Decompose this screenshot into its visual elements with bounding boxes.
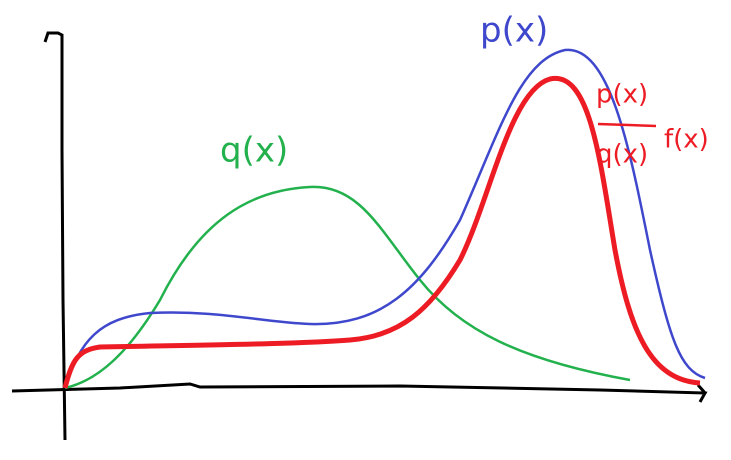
ratio-numerator: p(x) bbox=[596, 80, 648, 110]
p-curve bbox=[63, 48, 706, 389]
weighted-curve bbox=[62, 75, 701, 389]
q-curve bbox=[64, 185, 631, 390]
p-label: p(x) bbox=[480, 11, 548, 51]
ratio-bar bbox=[597, 122, 657, 128]
f-label: f(x) bbox=[664, 125, 709, 155]
ratio-denominator: q(x) bbox=[596, 140, 648, 170]
y-axis bbox=[43, 31, 67, 441]
x-axis bbox=[11, 382, 708, 403]
q-label: q(x) bbox=[220, 131, 288, 171]
